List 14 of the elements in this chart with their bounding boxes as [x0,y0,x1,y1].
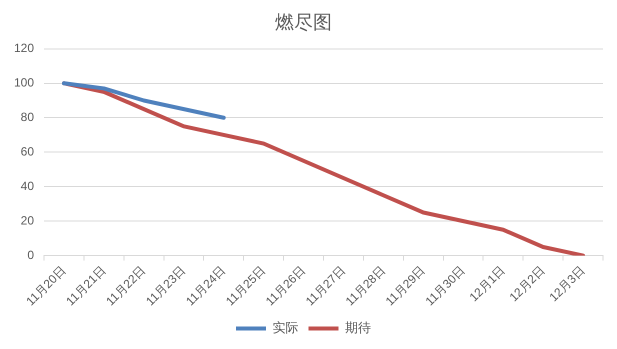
y-tick-label: 0 [27,248,34,262]
legend-label: 期待 [345,320,371,336]
y-tick-label: 20 [20,213,34,228]
y-tick-label: 120 [14,41,34,56]
y-tick-label: 40 [20,178,34,193]
y-tick-label: 100 [14,76,34,90]
legend-label: 实际 [272,320,298,336]
y-tick-label: 60 [20,144,34,159]
x-tick-label: 12月2日 [506,263,548,304]
x-tick-label: 12月3日 [546,263,588,304]
y-tick-label: 80 [20,110,34,124]
x-tick-label: 11月20日 [23,263,68,308]
x-tick-label: 12月1日 [466,263,508,304]
chart-title: 燃尽图 [275,12,332,34]
